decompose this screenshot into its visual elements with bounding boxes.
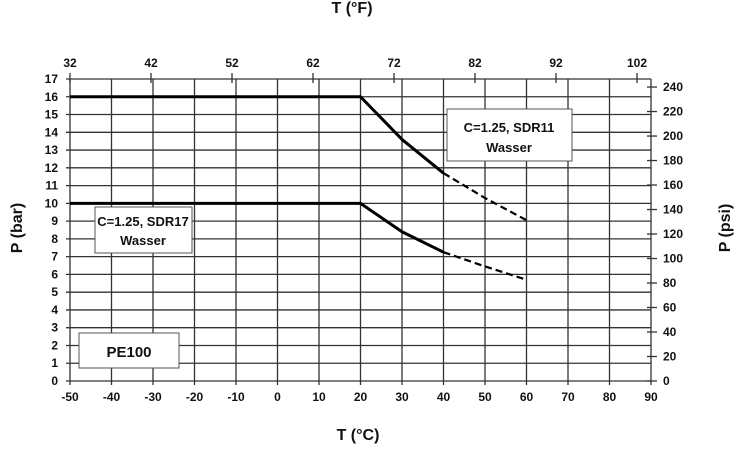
x-tick-label: 30	[395, 390, 409, 404]
right-tick-label: 220	[663, 105, 683, 119]
series-0-solid-line	[70, 95, 445, 175]
material-label: PE100	[106, 344, 151, 361]
right-tick-label: 140	[663, 203, 683, 217]
x-tick-label: 60	[520, 390, 534, 404]
material-label-box: PE100	[78, 332, 180, 369]
top-tick-label: 62	[306, 56, 320, 70]
x-axis-title: T (°C)	[337, 427, 380, 444]
top-tick-label: 42	[144, 56, 158, 70]
x-tick-label: -20	[186, 390, 204, 404]
sdr11-label-box: C=1.25, SDR11 Wasser	[446, 108, 573, 162]
top-tick-label: 82	[468, 56, 482, 70]
right-tick-label: 80	[663, 276, 677, 290]
y-tick-label: 7	[51, 250, 58, 264]
top-axis-title: T (°F)	[331, 0, 372, 17]
y-tick-label: 0	[51, 374, 58, 388]
right-tick-label: 40	[663, 325, 677, 339]
y-axis-title: P (bar)	[9, 203, 26, 253]
series-lines	[70, 95, 528, 281]
sdr17-label: C=1.25, SDR17	[97, 214, 188, 229]
x-tick-label: 20	[354, 390, 368, 404]
y-tick-label: 5	[51, 285, 58, 299]
x-tick-label: 90	[644, 390, 658, 404]
x-tick-label: -10	[227, 390, 245, 404]
top-tick-label: 92	[549, 56, 563, 70]
sdr11-medium: Wasser	[486, 140, 532, 155]
y-tick-label: 15	[45, 108, 59, 122]
top-tick-label: 52	[225, 56, 239, 70]
x-tick-label: -40	[103, 390, 121, 404]
x-tick-label: 70	[561, 390, 575, 404]
x-tick-label: 80	[603, 390, 617, 404]
y-tick-label: 4	[51, 303, 58, 317]
x-tick-label: 10	[312, 390, 326, 404]
right-tick-label: 120	[663, 227, 683, 241]
ticks: -50 -40 -30 -20 -10 0 10 20 30 40 50 60 70 80 90012345…	[45, 56, 684, 404]
right-tick-label: 200	[663, 129, 683, 143]
top-tick-label: 32	[63, 56, 77, 70]
y-tick-label: 1	[51, 356, 58, 370]
y-right-axis-title: P (psi)	[717, 204, 734, 253]
x-tick-label: 0	[274, 390, 281, 404]
right-tick-label: 100	[663, 252, 683, 266]
y-tick-label: 13	[45, 143, 59, 157]
right-tick-label: 160	[663, 178, 683, 192]
y-tick-label: 14	[45, 125, 59, 139]
y-tick-label: 2	[51, 338, 58, 352]
y-tick-label: 10	[45, 196, 59, 210]
y-tick-label: 8	[51, 232, 58, 246]
sdr17-label-box: C=1.25, SDR17 Wasser	[94, 206, 193, 254]
series-0-dashed-line	[442, 172, 528, 222]
x-tick-label: 50	[478, 390, 492, 404]
right-tick-label: 0	[663, 374, 670, 388]
y-tick-label: 17	[45, 72, 59, 86]
y-tick-label: 12	[45, 161, 59, 175]
y-tick-label: 6	[51, 267, 58, 281]
right-tick-label: 240	[663, 80, 683, 94]
series-1-solid-line	[70, 201, 445, 254]
series-1-dashed-line	[443, 251, 527, 281]
sdr11-label: C=1.25, SDR11	[464, 120, 555, 135]
y-tick-label: 9	[51, 214, 58, 228]
right-tick-label: 20	[663, 350, 677, 364]
x-tick-label: -50	[61, 390, 79, 404]
top-tick-label: 72	[387, 56, 401, 70]
top-tick-label: 102	[627, 56, 647, 70]
right-tick-label: 60	[663, 301, 677, 315]
right-tick-label: 180	[663, 154, 683, 168]
y-tick-label: 16	[45, 90, 59, 104]
y-tick-label: 11	[45, 179, 58, 193]
x-tick-label: 40	[437, 390, 451, 404]
sdr17-medium: Wasser	[120, 233, 166, 248]
y-tick-label: 3	[51, 321, 58, 335]
x-tick-label: -30	[144, 390, 162, 404]
